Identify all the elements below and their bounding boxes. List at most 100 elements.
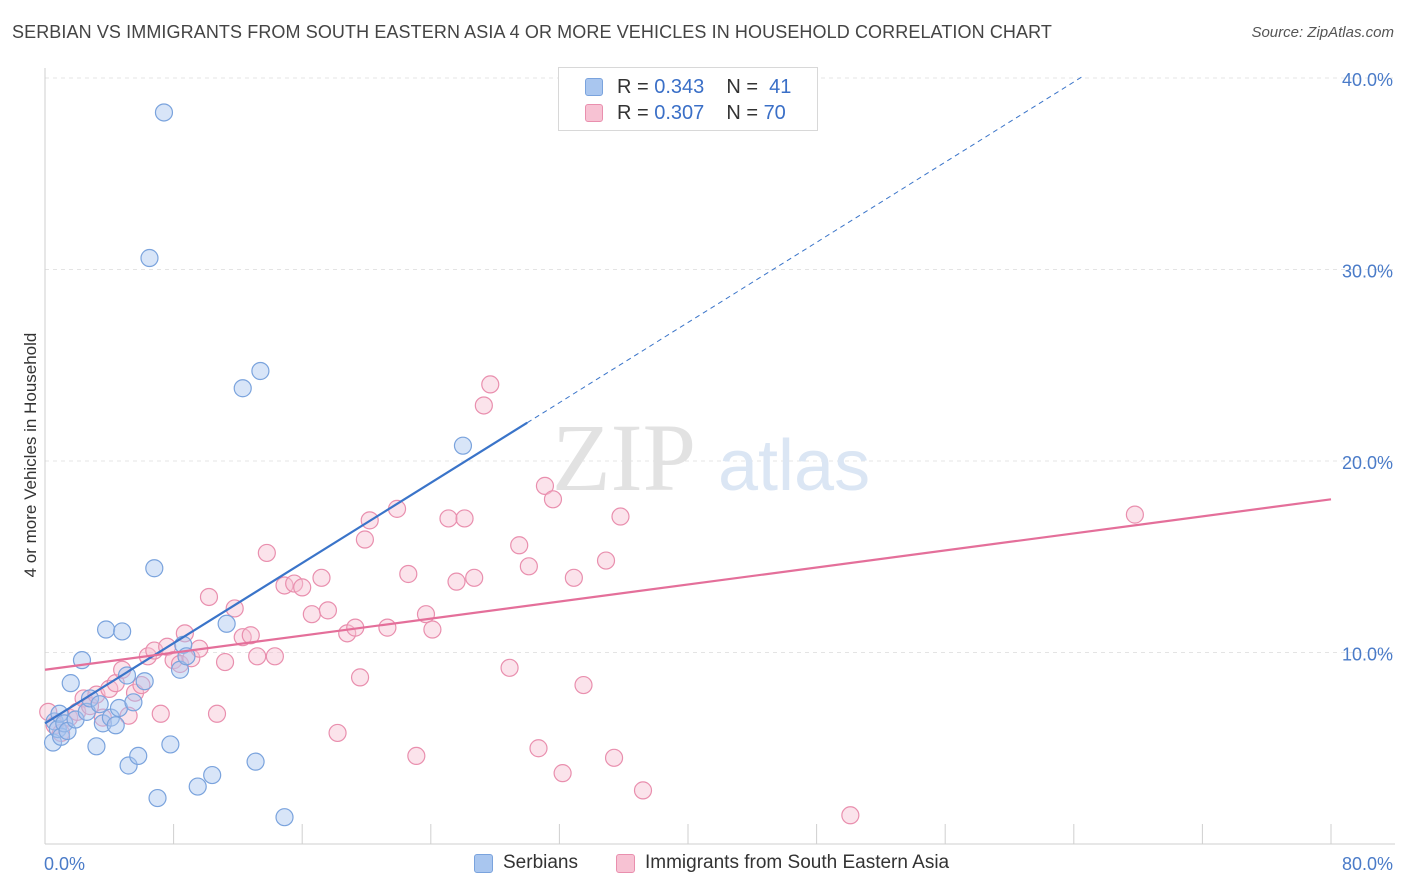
axes <box>44 68 1395 845</box>
legend-r-label: R = <box>617 75 649 98</box>
legend-swatch-serbians <box>585 78 603 96</box>
immigrant-point <box>423 620 442 639</box>
immigrant-point <box>474 396 493 415</box>
serbian-trend-line <box>44 421 528 725</box>
immigrant-point <box>350 668 370 687</box>
immigrant-point <box>119 706 138 725</box>
immigrant-point <box>535 476 555 495</box>
serbian-point <box>96 620 116 639</box>
immigrant-point <box>604 748 624 767</box>
immigrant-point <box>318 601 338 620</box>
immigrant-point <box>257 543 276 563</box>
immigrant-point <box>455 509 474 528</box>
immigrant-point <box>841 806 860 825</box>
immigrant-point <box>564 568 583 587</box>
immigrant-point <box>241 626 260 645</box>
bottom-legend-immigrants: Immigrants from South Eastern Asia <box>616 852 949 874</box>
immigrant-point <box>500 658 519 677</box>
legend-n-value: 70 <box>763 101 786 124</box>
legend-n-value: 41 <box>769 75 792 98</box>
serbian-point <box>275 808 294 827</box>
serbian-point <box>124 693 143 712</box>
legend-n-label: N = <box>726 75 758 98</box>
immigrant-point <box>611 507 630 526</box>
watermark: ZIP atlas <box>552 404 870 511</box>
data-points <box>39 103 1144 827</box>
serbian-point <box>453 436 473 455</box>
serbian-trend-extension <box>526 76 1083 424</box>
immigrant-point <box>447 572 466 591</box>
y-tick-labels: 10.0% 20.0% 30.0% 40.0% <box>1342 70 1393 665</box>
immigrant-point <box>248 647 267 666</box>
immigrant-point <box>312 568 331 587</box>
y-tick-label: 40.0% <box>1342 70 1393 90</box>
serbian-point <box>140 248 159 268</box>
x-tick-label: 80.0% <box>1342 854 1393 874</box>
immigrant-point <box>407 746 426 766</box>
immigrant-point <box>574 675 593 695</box>
immigrant-point <box>151 704 170 723</box>
bottom-legend: Serbians Immigrants from South Eastern A… <box>0 852 1406 878</box>
serbian-point <box>117 666 137 685</box>
immigrant-point <box>543 490 563 509</box>
serbian-point <box>251 361 270 381</box>
immigrant-point <box>510 536 529 555</box>
immigrant-point <box>293 578 312 597</box>
immigrant-point <box>199 587 219 607</box>
gridlines <box>45 77 1395 653</box>
legend-r-value: 0.343 <box>654 75 705 98</box>
bottom-legend-swatch-serbians <box>474 853 493 873</box>
immigrant-point <box>225 599 244 618</box>
y-tick-label: 30.0% <box>1342 262 1393 282</box>
immigrant-point <box>553 764 572 783</box>
legend-swatch-immigrants <box>585 104 603 122</box>
legend-row-serbians: R = 0.343 N = 41 <box>585 75 791 99</box>
bottom-legend-serbians: Serbians <box>474 852 578 874</box>
bottom-legend-label: Immigrants from South Eastern Asia <box>645 852 950 873</box>
y-tick-label: 20.0% <box>1342 453 1393 473</box>
legend-r-label: R = <box>617 101 649 124</box>
serbian-point <box>80 689 100 708</box>
serbian-point <box>135 672 154 691</box>
x-tick-label: 0.0% <box>44 854 85 874</box>
serbian-point <box>129 746 148 766</box>
legend-row-immigrants: R = 0.307 N = 70 <box>585 101 786 125</box>
serbian-point <box>188 777 207 796</box>
x-tick-labels: 0.0% 80.0% <box>44 854 1393 874</box>
serbian-point <box>154 103 174 122</box>
immigrant-trend-line <box>44 498 1332 671</box>
immigrant-point <box>529 739 548 758</box>
serbian-point <box>246 752 265 771</box>
immigrant-point <box>519 557 538 576</box>
immigrant-point <box>355 530 374 549</box>
serbian-point <box>90 695 109 714</box>
watermark-zip: ZIP <box>552 404 696 511</box>
serbian-point <box>61 674 80 693</box>
legend-n-label: N = <box>726 101 758 124</box>
serbian-point <box>106 716 125 735</box>
immigrant-point <box>481 375 500 394</box>
y-axis-label: 4 or more Vehicles in Household <box>21 333 40 578</box>
immigrant-point <box>207 704 227 723</box>
serbian-point <box>119 756 138 775</box>
serbian-point <box>217 614 236 633</box>
serbian-point <box>148 788 167 808</box>
legend-r-value: 0.307 <box>654 101 705 124</box>
serbian-point <box>161 735 180 754</box>
serbian-point <box>113 622 132 641</box>
chart-title: SERBIAN VS IMMIGRANTS FROM SOUTH EASTERN… <box>12 22 1052 42</box>
bottom-legend-label: Serbians <box>503 852 578 873</box>
immigrant-point <box>215 652 235 672</box>
legend: R = 0.343 N = 41 R = 0.307 N = 70 <box>558 67 818 131</box>
immigrant-point <box>1125 505 1144 524</box>
immigrant-point <box>302 605 321 624</box>
immigrant-point <box>633 781 653 800</box>
serbian-point <box>87 737 106 756</box>
y-tick-label: 10.0% <box>1342 645 1393 665</box>
immigrant-point <box>439 509 458 528</box>
immigrant-point <box>596 551 616 570</box>
trend-lines <box>44 76 1332 725</box>
immigrant-point <box>378 618 397 637</box>
serbian-point <box>203 765 222 785</box>
